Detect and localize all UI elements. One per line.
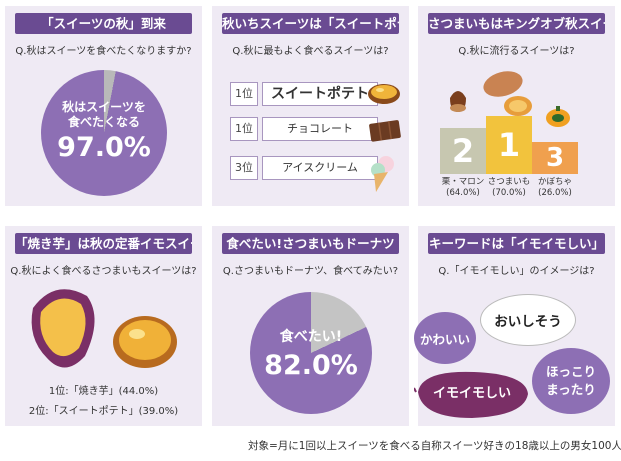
panel-yakiimo: 「焼き芋」は秋の定番イモスイーツ Q.秋によく食べるさつまいもスイーツは? 1位… [5,226,202,426]
sweet-potato-pastry-icon [368,84,400,104]
podium-item-name: さつまいも [487,177,531,187]
sweet-potato-icon [414,371,528,418]
survey-footnote: 対象=月に1回以上スイーツを食べる自称スイーツ好きの18歳以上の男女100人 [248,440,621,452]
bubble-hokkori-line2: まったり [546,382,596,397]
panel-title: さつまいもはキングオブ秋スイーツ [428,13,605,34]
podium-first: 1 [486,116,532,174]
rank-number: 1位 [230,82,258,106]
rank-row: 3位 アイスクリーム [230,156,378,180]
panel-title: キーワードは「イモイモしい」 [428,233,605,254]
ice-cream-icon [371,156,394,192]
panel-title: 秋いちスイーツは「スイートポテト」 [222,13,399,34]
podium-item-percent: (64.0%) [446,188,480,198]
rank-row: 1位 チョコレート [230,117,378,141]
pie-percent: 97.0% [57,132,151,163]
podium-item-name: 栗・マロン [441,177,485,187]
rank-label: スイートポテト [262,82,378,106]
panel-donut: 食べたい!さつまいもドーナツ Q.さつまいもドーナツ、食べてみたい? 食べたい!… [212,226,409,426]
sweet-potato-icon [483,71,532,116]
question-text: Q.秋はスイーツを食べたくなりますか? [15,46,192,57]
pie-answer-line1: 秋はスイーツを [62,100,146,114]
bubble-imoimoshii: イモイモしい [432,385,511,401]
question-text: Q.秋によく食べるさつまいもスイーツは? [10,266,197,277]
bubble-hokkori: ほっこり まったり [532,348,610,414]
panel-title: 「スイーツの秋」到来 [15,13,192,34]
podium-illustrations [450,71,570,127]
podium-label-third: かぼちゃ (26.0%) [530,177,580,199]
podium-item-percent: (26.0%) [538,188,572,198]
sweets-illustrations [368,84,401,192]
rank-label: アイスクリーム [262,156,378,180]
bubble-kawaii: かわいい [414,312,476,364]
podium-item-percent: (70.0%) [492,188,526,198]
panel-king-of-autumn: さつまいもはキングオブ秋スイーツ Q.秋に流行るスイーツは? 2 1 3 栗・マ… [418,6,615,206]
rank-number: 1位 [230,117,258,141]
panel-title: 食べたい!さつまいもドーナツ [222,233,399,254]
pie-answer-line2: 食べたくなる [67,115,140,129]
podium-second: 2 [440,128,486,174]
panel-title: 「焼き芋」は秋の定番イモスイーツ [15,233,192,254]
chestnut-icon [450,91,466,112]
rank-line-second: 2位:「スイートポテト」(39.0%) [28,406,179,417]
podium-number: 2 [440,128,486,174]
rank-row: 1位 スイートポテト [230,82,378,106]
pie-answer: 食べたい! [279,329,343,345]
podium-number: 3 [532,142,578,174]
chocolate-bar-icon [369,120,401,142]
podium-label-first: さつまいも (70.0%) [484,177,534,199]
podium-item-name: かぼちゃ [537,177,572,187]
sweet-potato-pastry-icon [113,316,177,368]
question-text: Q.「イモイモしい」のイメージは? [438,266,595,277]
question-text: Q.さつまいもドーナツ、食べてみたい? [222,266,399,277]
yakiimo-illustrations [31,289,177,368]
pumpkin-icon [546,106,570,127]
pie-percent: 82.0% [264,350,358,381]
question-text: Q.秋に流行るスイーツは? [458,46,575,57]
bubble-hokkori-line1: ほっこり [545,364,596,379]
panel-sweets-autumn: 「スイーツの秋」到来 Q.秋はスイーツを食べたくなりますか? 秋はスイーツを 食… [5,6,202,206]
question-text: Q.秋に最もよく食べるスイーツは? [232,46,389,57]
panel-sweet-potato-top: 秋いちスイーツは「スイートポテト」 Q.秋に最もよく食べるスイーツは? 1位 ス… [212,6,409,206]
podium-label-second: 栗・マロン (64.0%) [438,177,488,199]
pie-chart: 食べたい! 82.0% [250,292,372,414]
panel-imoimoshii: キーワードは「イモイモしい」 Q.「イモイモしい」のイメージは? かわいい おい… [414,226,615,426]
podium-third: 3 [532,142,578,174]
rank-line-first: 1位:「焼き芋」(44.0%) [48,386,159,397]
pie-chart: 秋はスイーツを 食べたくなる 97.0% [41,70,167,196]
rank-label: チョコレート [262,117,378,141]
bubble-oishisou: おいしそう [480,294,576,346]
baked-sweet-potato-icon [31,289,95,368]
rank-number: 3位 [230,156,258,180]
podium-number: 1 [486,116,532,174]
